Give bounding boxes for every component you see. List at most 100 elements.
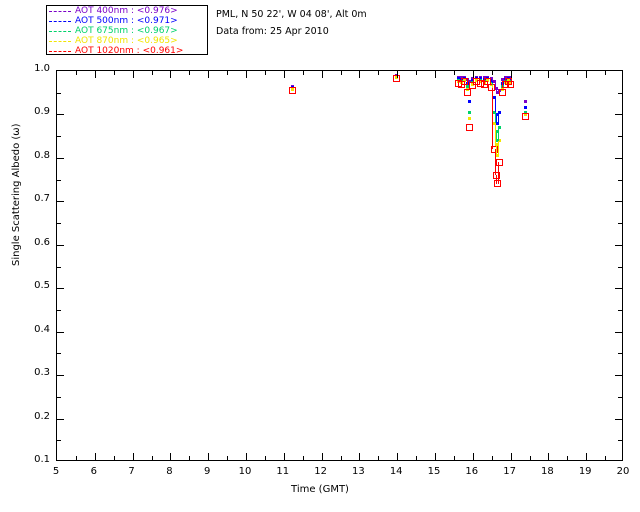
data-point xyxy=(478,77,482,81)
x-tick-label: 18 xyxy=(541,466,554,477)
data-point xyxy=(459,76,463,80)
x-tick xyxy=(246,453,247,460)
connector-segment xyxy=(494,123,496,145)
x-tick-label: 13 xyxy=(352,466,365,477)
connector-segment xyxy=(497,112,499,124)
title-line-location: PML, N 50 22', W 04 08', Alt 0m xyxy=(216,9,367,20)
x-minor-tick-top xyxy=(378,71,380,75)
x-minor-tick-top xyxy=(416,71,418,75)
legend-label: AOT 675nm : <0.967> xyxy=(75,26,178,36)
data-point xyxy=(509,78,513,82)
connector-segment xyxy=(494,112,496,132)
x-tick xyxy=(283,453,285,460)
x-minor-tick xyxy=(151,456,153,460)
x-tick-label: 14 xyxy=(389,466,403,477)
x-tick-label: 12 xyxy=(314,466,327,477)
x-tick-label: 7 xyxy=(128,466,135,477)
y-tick xyxy=(57,201,64,203)
connector-segment xyxy=(494,81,496,89)
data-point xyxy=(392,74,400,82)
data-point xyxy=(482,81,486,85)
data-point xyxy=(456,77,460,81)
y-minor-tick-right xyxy=(618,179,622,181)
connector-segment xyxy=(497,90,499,93)
y-minor-tick-right xyxy=(618,223,622,225)
data-point xyxy=(482,78,486,82)
legend-label: AOT 1020nm : <0.961> xyxy=(75,46,184,55)
y-minor-tick-right xyxy=(618,266,622,268)
data-point xyxy=(503,76,507,80)
data-point xyxy=(468,110,472,114)
x-tick xyxy=(510,453,512,460)
x-tick-top xyxy=(510,71,512,78)
y-minor-tick xyxy=(57,266,61,268)
x-minor-tick-top xyxy=(453,71,455,75)
data-point xyxy=(524,99,528,103)
y-tick-right xyxy=(615,418,622,420)
y-tick-right xyxy=(615,201,622,203)
data-point xyxy=(504,78,512,86)
connector-segment xyxy=(497,162,499,184)
data-point xyxy=(288,87,296,95)
plot-area xyxy=(57,71,622,460)
x-tick xyxy=(170,453,172,460)
x-tick xyxy=(397,453,399,460)
y-tick-right xyxy=(615,244,622,246)
connector-segment xyxy=(497,140,499,156)
data-point xyxy=(497,110,501,114)
connector-segment xyxy=(496,144,498,156)
x-tick-label: 16 xyxy=(465,466,479,477)
legend-dash-icon xyxy=(49,20,71,22)
plot-frame xyxy=(56,70,623,461)
x-tick xyxy=(94,453,96,460)
y-minor-tick-right xyxy=(618,309,622,311)
x-minor-tick-top xyxy=(75,71,77,75)
legend-row-400nm: AOT 400nm : <0.976> xyxy=(49,6,207,16)
x-minor-tick-top xyxy=(302,71,304,75)
x-tick xyxy=(359,453,361,460)
x-minor-tick-top xyxy=(113,71,115,75)
x-tick-label: 20 xyxy=(616,466,630,477)
data-point xyxy=(497,139,501,142)
x-tick xyxy=(586,453,588,460)
x-tick-label: 19 xyxy=(578,466,592,477)
data-point xyxy=(495,158,503,166)
data-point xyxy=(507,80,515,88)
y-tick xyxy=(57,418,64,420)
x-tick xyxy=(321,453,323,460)
series-aot-1020nm xyxy=(57,71,622,460)
legend-row-870nm: AOT 870nm : <0.965> xyxy=(49,36,207,46)
x-minor-tick-top xyxy=(264,71,266,75)
y-tick xyxy=(57,114,64,116)
y-tick-right xyxy=(615,114,622,116)
data-point xyxy=(486,79,490,83)
x-minor-tick xyxy=(227,456,229,460)
x-minor-tick xyxy=(529,456,531,460)
y-tick-right xyxy=(615,331,622,333)
connector-segment xyxy=(491,87,493,150)
y-minor-tick xyxy=(57,309,61,311)
data-point xyxy=(476,79,484,87)
x-minor-tick-top xyxy=(227,71,229,75)
x-tick xyxy=(472,453,474,460)
x-minor-tick xyxy=(416,456,418,460)
x-tick-label: 10 xyxy=(238,466,252,477)
y-minor-tick-right xyxy=(618,92,622,94)
x-tick-top xyxy=(321,71,323,78)
data-point xyxy=(509,81,513,85)
x-tick xyxy=(435,453,436,460)
x-tick-top xyxy=(397,71,399,78)
data-point xyxy=(473,78,481,86)
x-minor-tick-top xyxy=(491,71,493,75)
y-tick-right xyxy=(615,288,622,290)
connector-segment xyxy=(497,127,499,141)
y-minor-tick-right xyxy=(618,396,622,398)
y-minor-tick xyxy=(57,223,61,225)
x-minor-tick xyxy=(567,456,569,460)
connector-segment xyxy=(496,114,498,124)
legend-dash-icon xyxy=(49,40,71,42)
data-point xyxy=(496,91,500,95)
x-minor-tick-top xyxy=(340,71,342,75)
y-minor-tick xyxy=(57,440,61,442)
x-minor-tick xyxy=(264,456,266,460)
